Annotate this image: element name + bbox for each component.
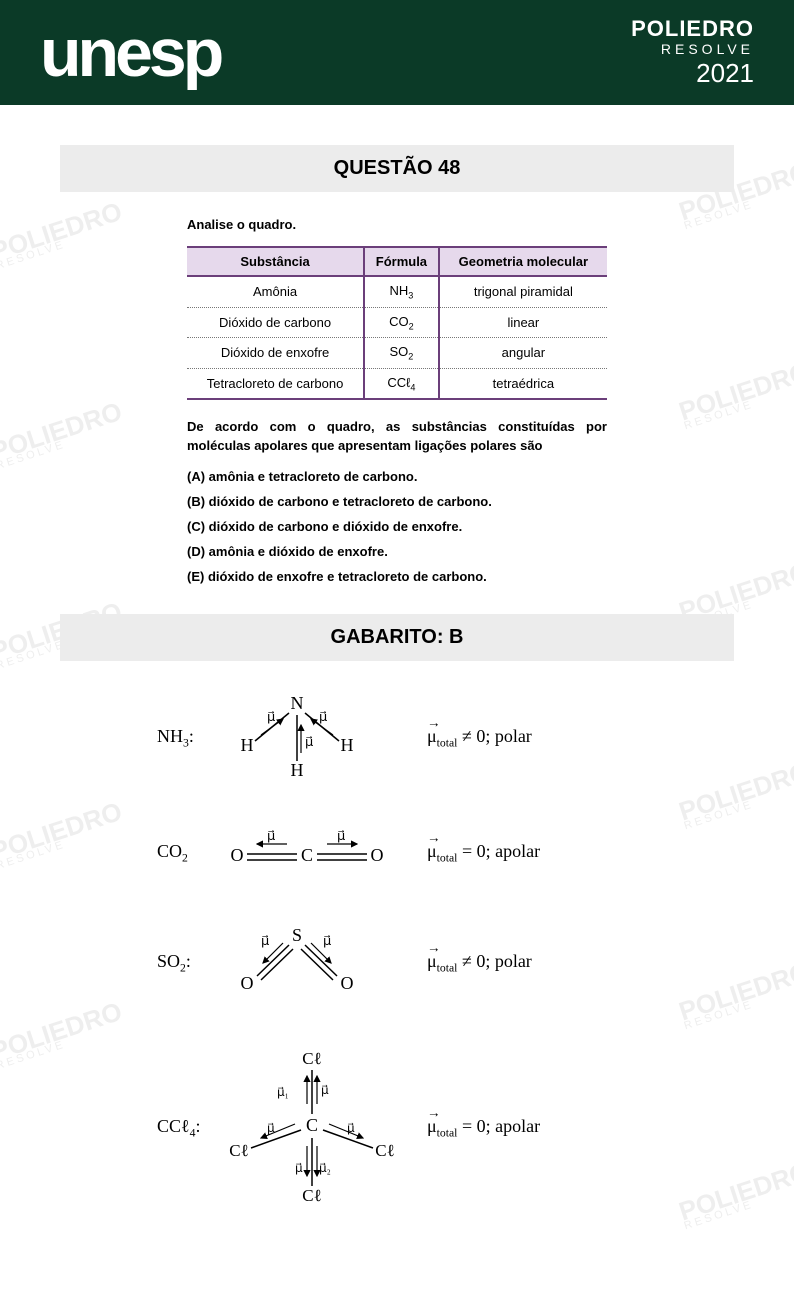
option-item: (A) amônia e tetracloreto de carbono. bbox=[187, 469, 607, 484]
question-body: Analise o quadro. Substância Fórmula Geo… bbox=[187, 217, 607, 584]
solution-row: CCℓ4: C Cℓ Cℓ Cℓ Cℓ μ⃗₁ μ⃗ μ⃗ μ⃗ μ⃗ μ⃗₂ … bbox=[157, 1046, 637, 1211]
table-row: Dióxido de carbonoCO2linear bbox=[187, 307, 607, 338]
svg-text:μ⃗: μ⃗ bbox=[323, 933, 331, 948]
molecule-label: SO2: bbox=[157, 951, 217, 975]
svg-text:C: C bbox=[301, 845, 313, 865]
cell-geom: trigonal piramidal bbox=[439, 276, 607, 307]
svg-text:O: O bbox=[241, 973, 254, 993]
molecule-result: μtotal = 0; apolar bbox=[417, 1116, 637, 1140]
cell-geom: angular bbox=[439, 338, 607, 369]
substance-table: Substância Fórmula Geometria molecular A… bbox=[187, 246, 607, 400]
solution-row: CO2 O C O μ⃗ μ⃗ μtotal = 0; apolar bbox=[157, 826, 637, 881]
table-row: Tetracloreto de carbonoCCℓ4tetraédrica bbox=[187, 368, 607, 399]
cell-name: Dióxido de carbono bbox=[187, 307, 364, 338]
cell-name: Amônia bbox=[187, 276, 364, 307]
solution-area: NH3: N H H H μ⃗ μ⃗ μ⃗ μtotal ≠ 0; polar C… bbox=[157, 691, 637, 1211]
svg-text:Cℓ: Cℓ bbox=[302, 1186, 321, 1205]
ccl4-diagram: C Cℓ Cℓ Cℓ Cℓ μ⃗₁ μ⃗ μ⃗ μ⃗ μ⃗ μ⃗₂ bbox=[217, 1046, 407, 1206]
cell-geom: linear bbox=[439, 307, 607, 338]
solution-row: SO2: S O O μ⃗ μ⃗ μtotal ≠ 0; polar bbox=[157, 921, 637, 1006]
molecule-label: NH3: bbox=[157, 726, 217, 750]
option-item: (B) dióxido de carbono e tetracloreto de… bbox=[187, 494, 607, 509]
question-intro: Analise o quadro. bbox=[187, 217, 607, 232]
molecule-result: μtotal ≠ 0; polar bbox=[417, 726, 637, 750]
svg-text:μ⃗: μ⃗ bbox=[267, 828, 275, 843]
option-item: (C) dióxido de carbono e dióxido de enxo… bbox=[187, 519, 607, 534]
svg-text:H: H bbox=[241, 735, 254, 755]
cell-formula: SO2 bbox=[364, 338, 439, 369]
option-item: (D) amônia e dióxido de enxofre. bbox=[187, 544, 607, 559]
molecule-diagram: O C O μ⃗ μ⃗ bbox=[217, 826, 417, 881]
options-list: (A) amônia e tetracloreto de carbono. (B)… bbox=[187, 469, 607, 584]
svg-text:Cℓ: Cℓ bbox=[229, 1141, 248, 1160]
table-row: Dióxido de enxofreSO2angular bbox=[187, 338, 607, 369]
svg-text:H: H bbox=[341, 735, 354, 755]
svg-text:μ⃗: μ⃗ bbox=[261, 933, 269, 948]
svg-text:μ⃗: μ⃗ bbox=[267, 709, 275, 724]
svg-text:Cℓ: Cℓ bbox=[375, 1141, 394, 1160]
molecule-result: μtotal ≠ 0; polar bbox=[417, 951, 637, 975]
answer-title: GABARITO: B bbox=[60, 614, 734, 661]
svg-text:N: N bbox=[291, 693, 304, 713]
svg-text:μ⃗: μ⃗ bbox=[267, 1121, 275, 1135]
svg-text:μ⃗: μ⃗ bbox=[347, 1121, 355, 1135]
brand-name: POLIEDRO bbox=[631, 16, 754, 41]
svg-text:μ⃗: μ⃗ bbox=[295, 1161, 303, 1175]
svg-text:Cℓ: Cℓ bbox=[302, 1049, 321, 1068]
so2-diagram: S O O μ⃗ μ⃗ bbox=[217, 921, 377, 1001]
cell-formula: NH3 bbox=[364, 276, 439, 307]
svg-text:μ⃗: μ⃗ bbox=[321, 1083, 329, 1097]
molecule-diagram: N H H H μ⃗ μ⃗ μ⃗ bbox=[217, 691, 417, 786]
svg-text:S: S bbox=[292, 925, 302, 945]
co2-diagram: O C O μ⃗ μ⃗ bbox=[217, 826, 397, 876]
cell-formula: CO2 bbox=[364, 307, 439, 338]
svg-text:O: O bbox=[231, 845, 244, 865]
question-stem: De acordo com o quadro, as substâncias c… bbox=[187, 418, 607, 454]
cell-geom: tetraédrica bbox=[439, 368, 607, 399]
molecule-label: CCℓ4: bbox=[157, 1116, 217, 1140]
svg-text:μ⃗: μ⃗ bbox=[337, 828, 345, 843]
svg-text:O: O bbox=[371, 845, 384, 865]
page-header: unesp POLIEDRO RESOLVE 2021 bbox=[0, 0, 794, 105]
brand-sub: RESOLVE bbox=[631, 41, 754, 57]
svg-text:C: C bbox=[306, 1115, 318, 1135]
molecule-diagram: S O O μ⃗ μ⃗ bbox=[217, 921, 417, 1006]
molecule-diagram: C Cℓ Cℓ Cℓ Cℓ μ⃗₁ μ⃗ μ⃗ μ⃗ μ⃗ μ⃗₂ bbox=[217, 1046, 417, 1211]
brand-year: 2021 bbox=[631, 59, 754, 89]
page-content: QUESTÃO 48 Analise o quadro. Substância … bbox=[0, 105, 794, 1291]
cell-name: Tetracloreto de carbono bbox=[187, 368, 364, 399]
molecule-result: μtotal = 0; apolar bbox=[417, 841, 637, 865]
logo-unesp: unesp bbox=[40, 19, 220, 87]
question-title: QUESTÃO 48 bbox=[60, 145, 734, 192]
col-header: Geometria molecular bbox=[439, 247, 607, 276]
col-header: Fórmula bbox=[364, 247, 439, 276]
svg-text:H: H bbox=[291, 760, 304, 780]
cell-formula: CCℓ4 bbox=[364, 368, 439, 399]
table-row: AmôniaNH3trigonal piramidal bbox=[187, 276, 607, 307]
svg-text:O: O bbox=[341, 973, 354, 993]
brand-block: POLIEDRO RESOLVE 2021 bbox=[631, 16, 754, 89]
svg-text:μ⃗: μ⃗ bbox=[319, 709, 327, 724]
svg-text:μ⃗: μ⃗ bbox=[305, 734, 313, 749]
cell-name: Dióxido de enxofre bbox=[187, 338, 364, 369]
option-item: (E) dióxido de enxofre e tetracloreto de… bbox=[187, 569, 607, 584]
svg-text:μ⃗₂: μ⃗₂ bbox=[319, 1161, 331, 1175]
col-header: Substância bbox=[187, 247, 364, 276]
nh3-diagram: N H H H μ⃗ μ⃗ μ⃗ bbox=[217, 691, 377, 781]
solution-row: NH3: N H H H μ⃗ μ⃗ μ⃗ μtotal ≠ 0; polar bbox=[157, 691, 637, 786]
svg-text:μ⃗₁: μ⃗₁ bbox=[277, 1085, 289, 1099]
molecule-label: CO2 bbox=[157, 841, 217, 865]
